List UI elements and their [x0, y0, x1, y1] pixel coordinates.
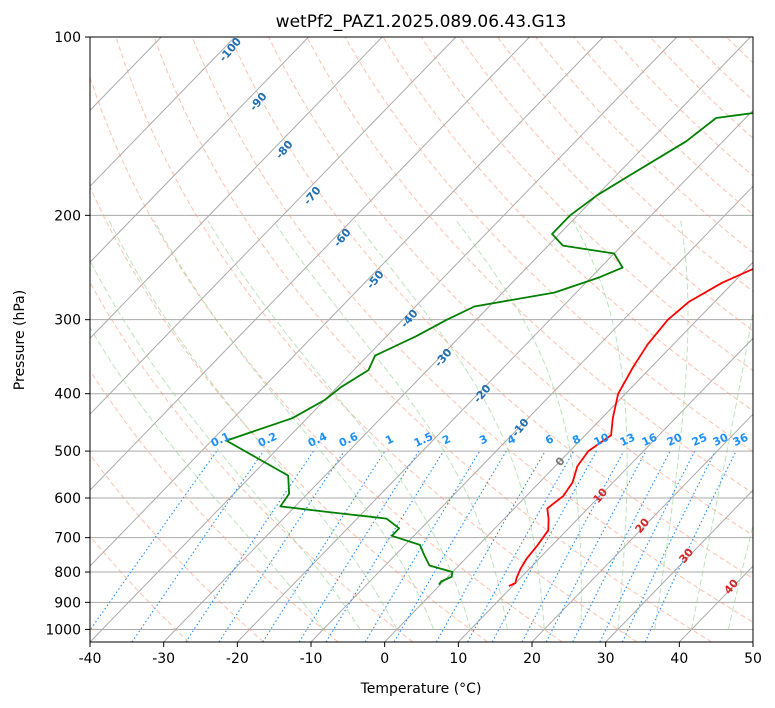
mixing-ratio-label: 16 — [640, 431, 660, 449]
x-tick-label: 30 — [597, 651, 615, 667]
y-axis-label: Pressure (hPa) — [12, 290, 28, 390]
y-tick-label: 400 — [54, 387, 81, 403]
isotherm-line — [90, 37, 236, 188]
x-axis-label: Temperature (°C) — [360, 681, 482, 697]
isotherm-line — [90, 37, 530, 491]
isotherm-line — [163, 37, 751, 642]
y-tick-label: 800 — [54, 565, 81, 581]
mixing-ratio-label: 25 — [690, 431, 709, 449]
mixing-ratio-label: 20 — [665, 431, 685, 449]
isotherm-line — [605, 489, 753, 642]
mixing-ratio-line — [521, 450, 625, 642]
x-tick-label: -40 — [79, 651, 102, 667]
dry-adiabat-line — [90, 453, 264, 642]
x-tick-label: -30 — [152, 651, 175, 667]
moist-adiabat-line — [272, 220, 508, 630]
dry-adiabat-line — [268, 37, 753, 536]
moist-adiabat-line — [108, 220, 398, 630]
mixing-ratio-label: 13 — [618, 431, 637, 449]
moist-adiabat-line — [90, 259, 361, 630]
isotherm-line — [90, 37, 604, 567]
mixing-ratio-label: 10 — [592, 431, 612, 449]
mixing-ratio-line — [185, 450, 314, 642]
grid-layer — [90, 37, 753, 642]
axis-ticks-layer: -40 -30 -20 -10 0 10 20 30 40 50 100 200 300 400 500 60… — [45, 30, 762, 667]
y-tick-label: 300 — [54, 313, 81, 329]
temperature-trace — [508, 267, 753, 587]
y-tick-label: 100 — [54, 30, 81, 46]
dry-adiabat-line — [90, 185, 488, 642]
dry-adiabat-line — [344, 37, 753, 453]
chart-title: wetPf2_PAZ1.2025.089.06.43.G13 — [276, 12, 567, 32]
x-tick-label: 10 — [449, 651, 467, 667]
dry-adiabat-line — [230, 37, 753, 579]
mixing-ratio-line — [467, 450, 575, 642]
mixing-ratio-line — [491, 450, 597, 642]
mixing-ratio-label: 30 — [711, 431, 731, 449]
isotherm-line — [457, 337, 753, 642]
mixing-ratio-line — [218, 450, 345, 642]
moist-adiabat-line — [354, 220, 545, 630]
moist-adiabat-line — [572, 220, 628, 630]
isotherm-line — [236, 109, 753, 642]
isotherm-line — [384, 261, 753, 642]
mixing-ratio-line — [90, 450, 218, 632]
mixing-ratio-line — [572, 450, 671, 642]
moist-adiabat-line — [654, 220, 689, 630]
y-tick-label: 500 — [54, 444, 81, 460]
x-tick-label: 20 — [523, 651, 541, 667]
dry-adiabat-line — [458, 37, 753, 332]
isotherm-line — [531, 413, 753, 642]
x-tick-label: 0 — [380, 651, 389, 667]
dry-adiabat-line — [649, 37, 753, 139]
dry-adiabat-line — [115, 37, 638, 642]
mixing-ratio-label: 36 — [731, 431, 751, 449]
moist-adiabat-line — [207, 220, 471, 630]
moist-adiabat-line — [727, 523, 753, 630]
y-tick-label: 700 — [54, 531, 81, 547]
profile-traces-layer — [225, 112, 753, 587]
dewpoint-trace — [225, 112, 753, 586]
x-tick-label: 40 — [670, 651, 688, 667]
x-tick-label: -20 — [226, 651, 249, 667]
dry-adiabat-line — [497, 37, 753, 293]
moist-adiabat-line — [691, 307, 753, 630]
x-tick-label: 50 — [744, 651, 762, 667]
y-tick-label: 600 — [54, 491, 81, 507]
dry-adiabat-line — [191, 37, 753, 623]
moist-adiabat-line — [90, 326, 324, 630]
y-tick-label: 900 — [54, 595, 81, 611]
dry-adiabat-line — [153, 37, 712, 642]
isotherm-line — [90, 37, 309, 263]
mixing-ratio-line — [131, 450, 265, 642]
isotherm-line — [90, 37, 678, 642]
dry-adiabat-line — [90, 535, 190, 642]
dry-adiabat-line — [573, 37, 753, 215]
y-tick-label: 200 — [54, 208, 81, 224]
guide-lines-layer — [90, 37, 753, 642]
mixing-ratio-line — [262, 450, 386, 642]
isotherm-line — [90, 37, 383, 339]
mixing-ratio-line — [599, 450, 696, 642]
y-tick-label: 1000 — [45, 622, 81, 638]
x-tick-label: -10 — [300, 651, 323, 667]
moist-adiabat-line — [455, 220, 582, 630]
isotherm-line — [90, 37, 457, 415]
dry-adiabat-line — [306, 37, 753, 494]
dry-adiabat-line — [382, 37, 753, 412]
moist-adiabat-line — [153, 220, 435, 630]
mixing-ratio-line — [325, 450, 444, 642]
plot-frame — [89, 36, 754, 643]
